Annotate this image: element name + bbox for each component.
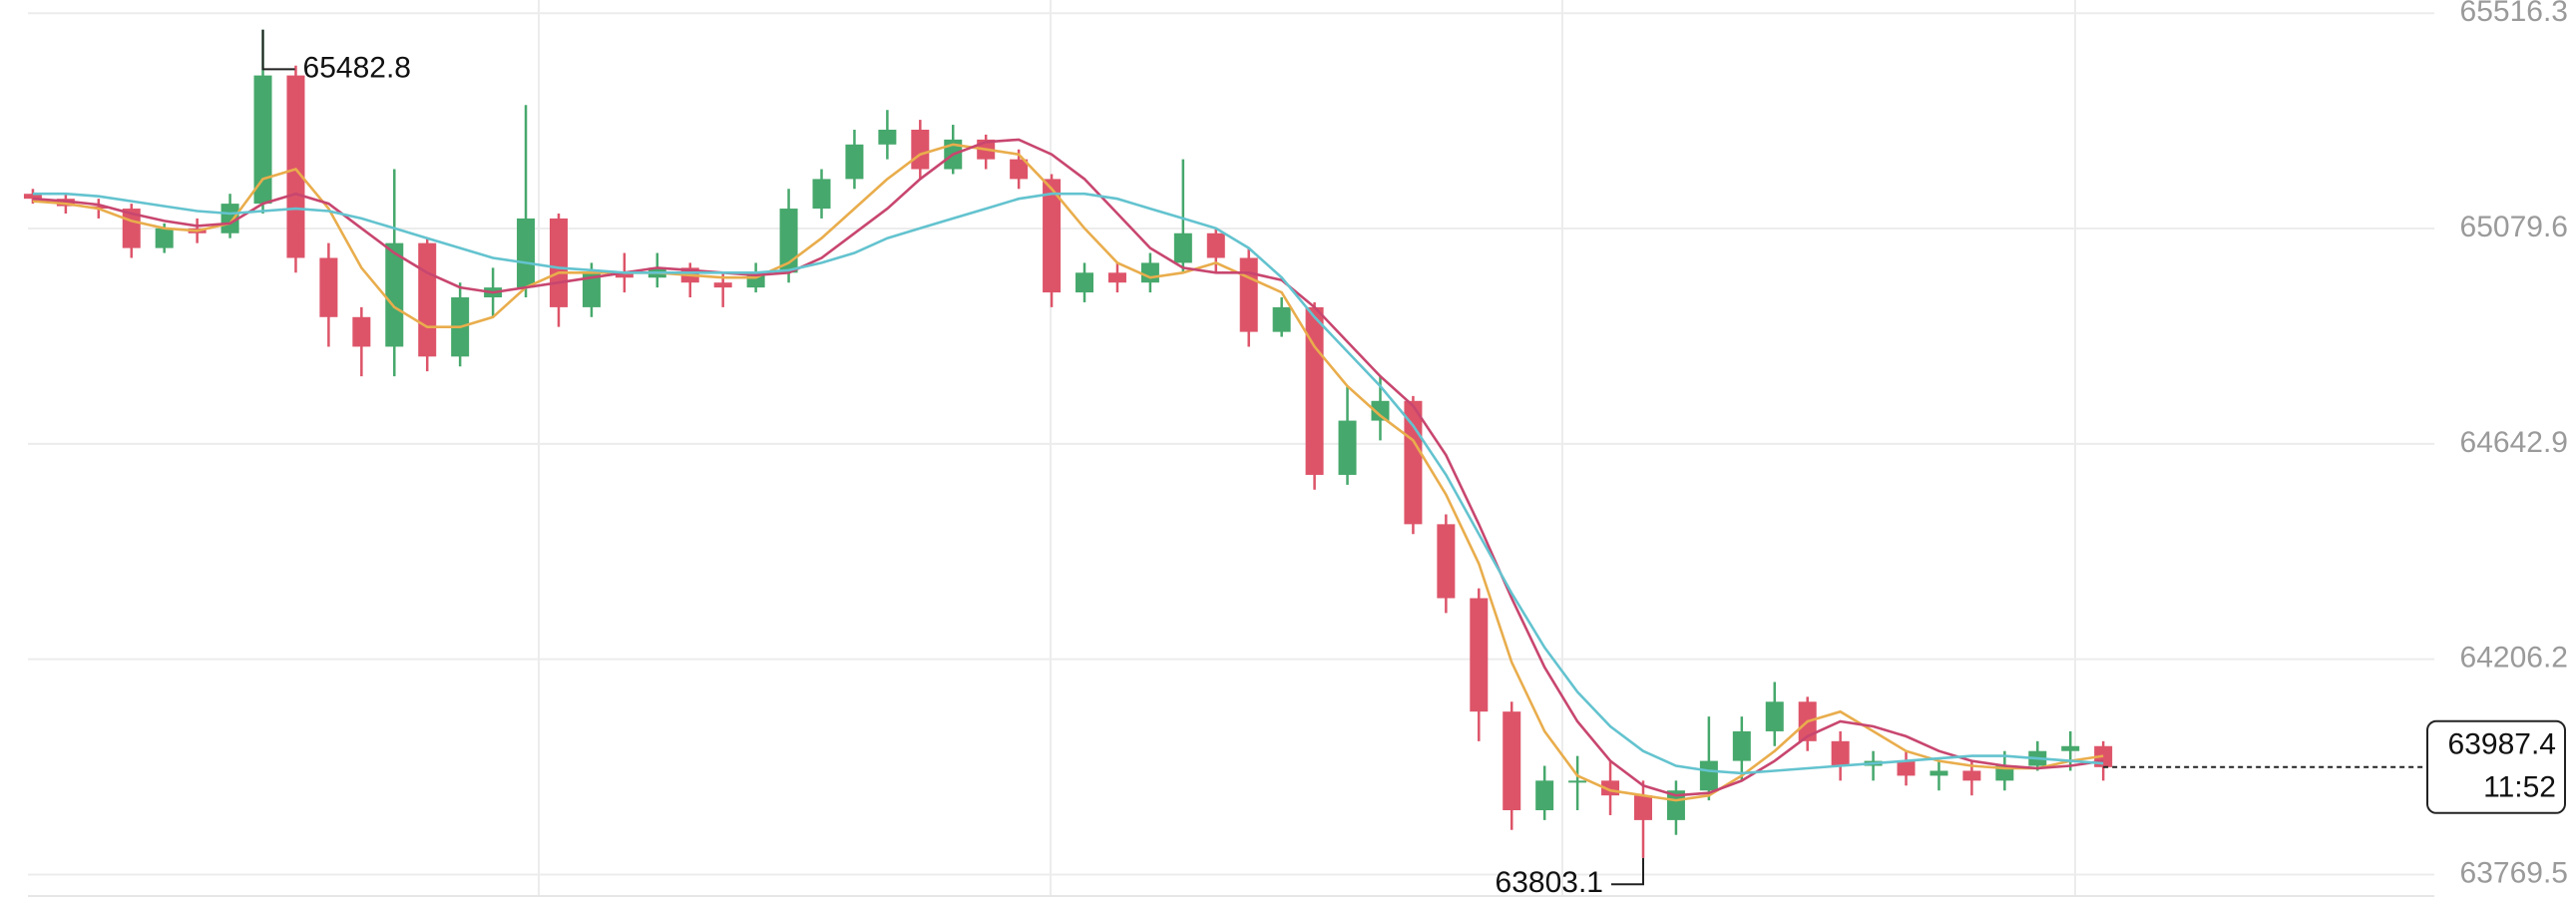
ma-line <box>32 138 2104 797</box>
candle-body <box>253 75 272 205</box>
candle-body <box>1043 179 1062 293</box>
candle-body <box>845 144 864 180</box>
candle-body <box>1140 262 1159 283</box>
candle-body <box>1305 306 1324 475</box>
candle-body <box>713 282 732 288</box>
candle-body <box>779 209 798 273</box>
candle-body <box>878 129 897 145</box>
countdown-label: 11:52 <box>2483 771 2556 804</box>
candle-body <box>1107 272 1126 283</box>
candle-body <box>1699 760 1718 791</box>
candle-body <box>1239 257 1258 332</box>
candle-body <box>155 228 174 248</box>
candle-body <box>1010 159 1029 180</box>
candle-body <box>1470 598 1489 712</box>
y-tick-label: 64642.9 <box>2460 426 2568 459</box>
candle-body <box>1765 701 1784 731</box>
candle-body <box>1272 306 1291 332</box>
ma-line <box>32 143 2104 802</box>
candle-body <box>1206 232 1225 258</box>
candle-body <box>549 218 568 307</box>
candle-body <box>1831 740 1850 766</box>
candle-body <box>1666 790 1685 820</box>
last-price-box <box>2426 719 2566 814</box>
candle-body <box>1173 232 1192 263</box>
y-tick-label: 63769.5 <box>2460 856 2568 889</box>
candle-body <box>517 218 536 288</box>
candle-body <box>615 272 634 278</box>
low-label: 63803.1 <box>1496 866 1603 899</box>
candle-body <box>1338 420 1357 475</box>
candle-body <box>1930 770 1948 776</box>
candle-body <box>2061 745 2080 751</box>
candle-body <box>1732 730 1751 761</box>
candle-body <box>1535 780 1554 811</box>
candle-body <box>220 204 239 233</box>
candle-body <box>1437 524 1456 599</box>
candle-body <box>1503 711 1521 811</box>
candle-body <box>812 179 831 210</box>
candle-body <box>1371 400 1390 421</box>
candle-body <box>286 75 305 258</box>
candle-body <box>418 242 437 357</box>
y-tick-label: 65079.6 <box>2460 211 2568 243</box>
candle-body <box>1897 760 1916 776</box>
high-marker-line <box>261 29 295 71</box>
last-price-label: 63987.4 <box>2448 728 2556 761</box>
y-tick-label: 65516.3 <box>2460 0 2568 28</box>
high-label: 65482.8 <box>303 51 411 84</box>
ma-line <box>32 192 2104 775</box>
candles <box>23 29 2113 858</box>
candle-body <box>1962 770 1981 781</box>
candle-body <box>23 194 42 200</box>
candle-body <box>1634 795 1652 820</box>
candle-body <box>1568 780 1587 783</box>
candle-body <box>1075 272 1094 293</box>
candle-body <box>385 242 404 347</box>
candle-body <box>319 257 338 317</box>
candle-body <box>911 129 930 170</box>
low-marker-line <box>1611 857 1644 886</box>
candle-body <box>352 316 371 347</box>
candle-body <box>582 272 601 307</box>
y-tick-label: 64206.2 <box>2460 642 2568 675</box>
